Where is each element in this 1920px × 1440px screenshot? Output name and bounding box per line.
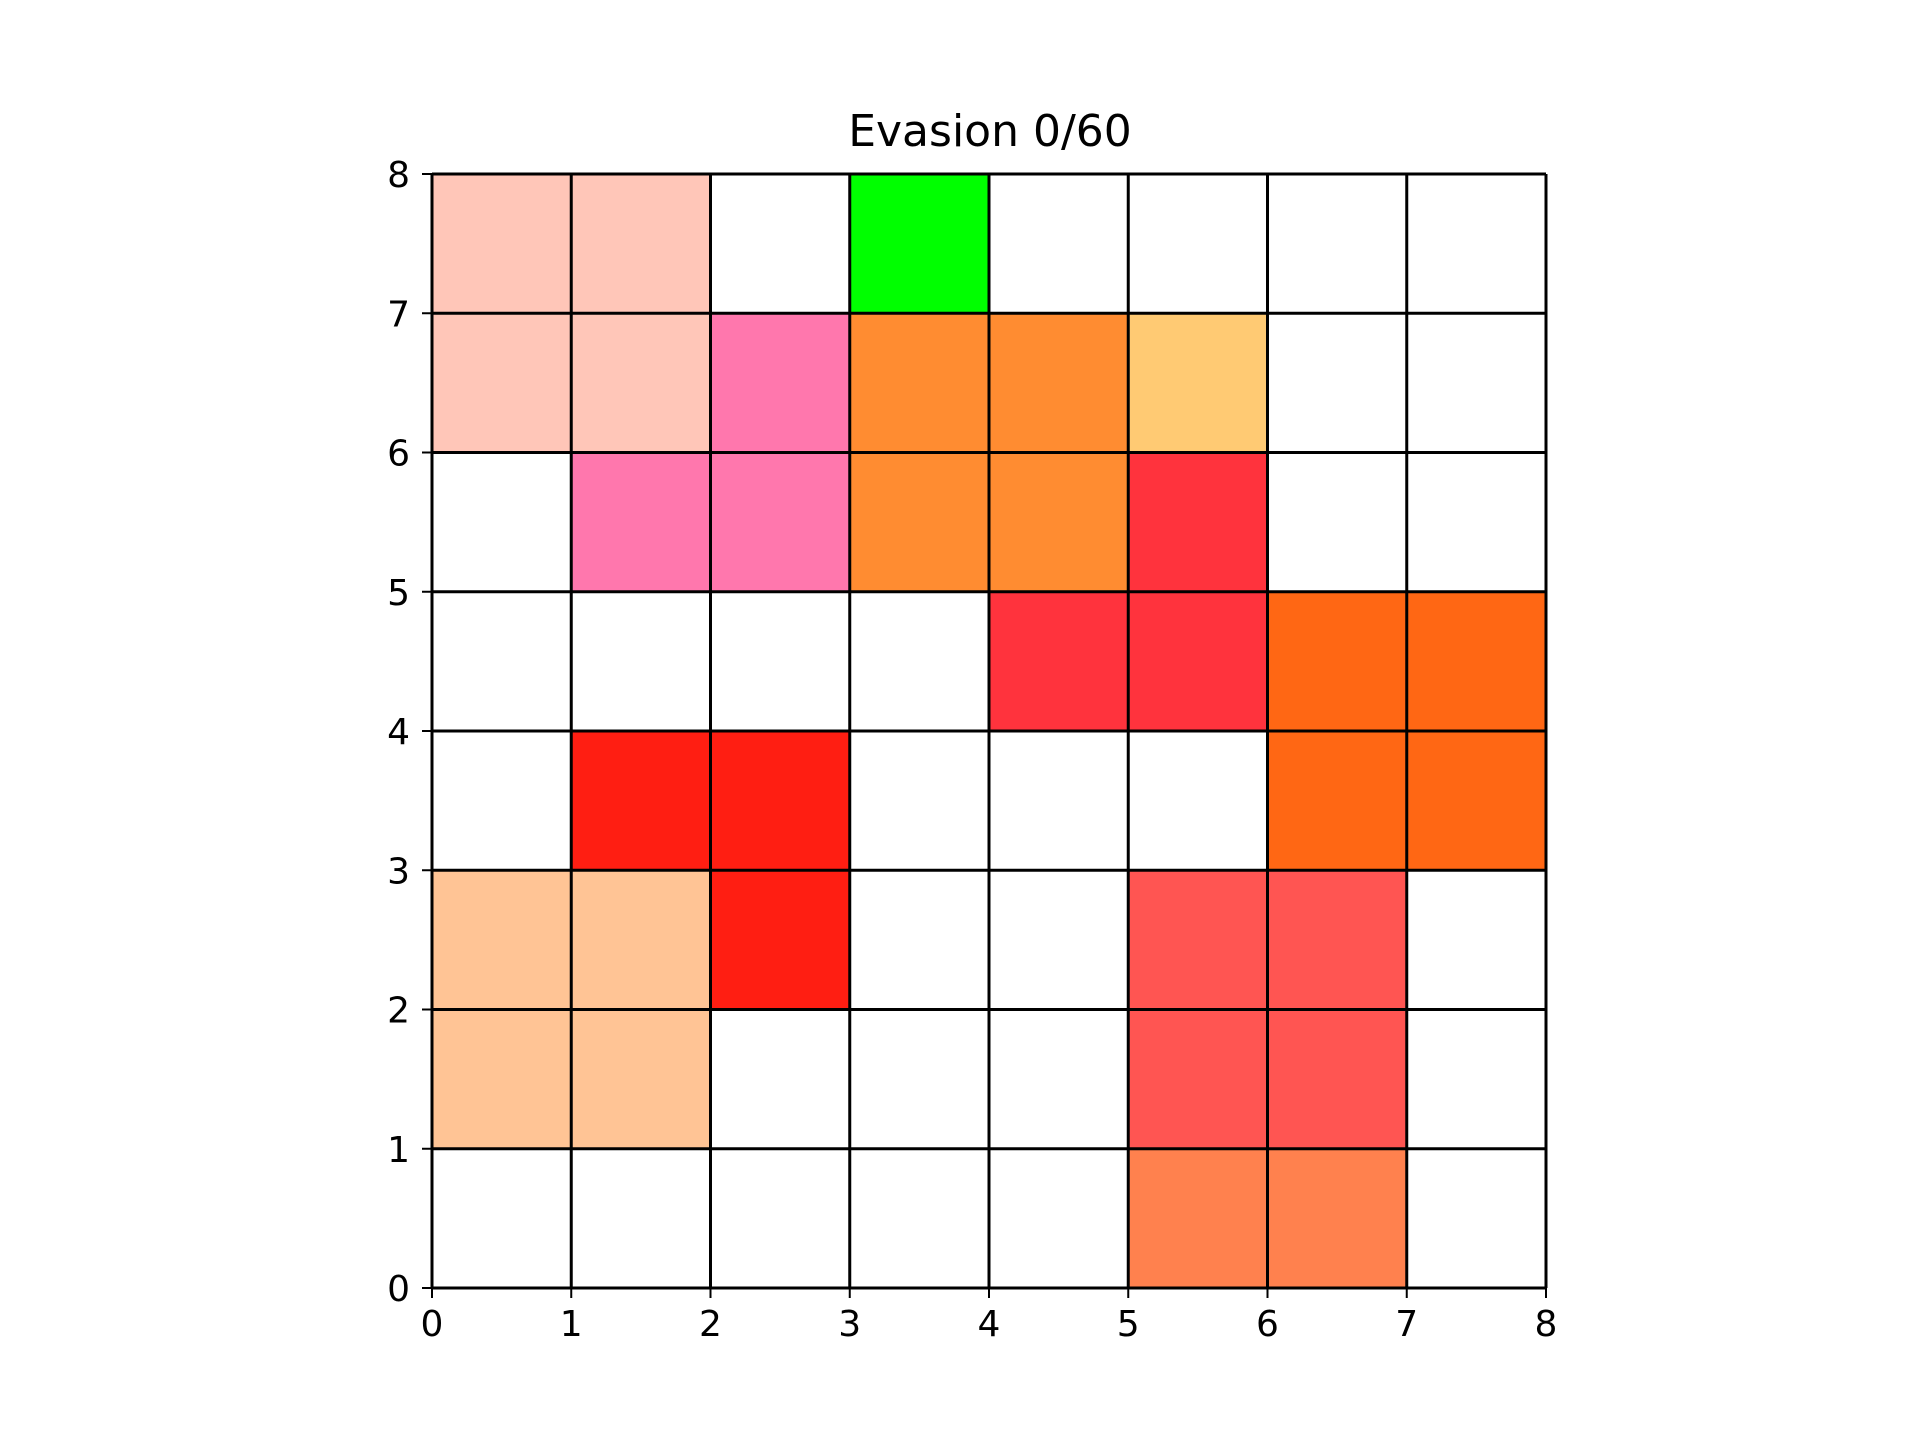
y-tick-label: 0 [387, 1269, 410, 1310]
cell-pink-block [710, 313, 850, 453]
y-tick-label: 6 [387, 434, 410, 475]
cell-crimson-block [1128, 591, 1268, 731]
cell-apricot-block [571, 870, 711, 1010]
cell-peach-block [432, 313, 572, 453]
cell-pink-block [710, 452, 850, 592]
cell-red-block [710, 870, 850, 1010]
y-tick-label: 3 [387, 851, 410, 892]
cell-salmon-block [1267, 870, 1407, 1010]
cell-peach-block [432, 174, 572, 314]
cell-dark-orange-block [1406, 731, 1546, 871]
cell-dark-orange-block [1267, 731, 1407, 871]
cell-pink-block [571, 452, 711, 592]
cell-apricot-block [571, 1009, 711, 1149]
cell-dark-orange-block [1406, 591, 1546, 731]
player-cell [849, 174, 989, 314]
cell-red-block [710, 731, 850, 871]
x-tick-label: 1 [560, 1304, 583, 1345]
grid-lines [430, 172, 1548, 1290]
cell-apricot-block [432, 870, 572, 1010]
cell-coral-block [1128, 1148, 1268, 1288]
y-tick-label: 1 [387, 1130, 410, 1171]
cell-salmon-block [1128, 870, 1268, 1010]
cell-dark-orange-block [1267, 591, 1407, 731]
x-tick-label: 6 [1256, 1304, 1279, 1345]
cell-crimson-block [989, 591, 1129, 731]
x-tick-label: 5 [1117, 1304, 1140, 1345]
cell-orange-block [849, 452, 989, 592]
y-tick-label: 2 [387, 991, 410, 1032]
x-tick-label: 8 [1535, 1304, 1558, 1345]
cell-orange-block [849, 313, 989, 453]
cell-crimson-block [1128, 452, 1268, 592]
cell-apricot-block [432, 1009, 572, 1149]
x-tick-label: 7 [1395, 1304, 1418, 1345]
cell-salmon-block [1128, 1009, 1268, 1149]
game-title: Evasion 0/60 [848, 106, 1132, 157]
cell-salmon-block [1267, 1009, 1407, 1149]
x-tick-label: 4 [978, 1304, 1001, 1345]
cell-orange-block [989, 313, 1129, 453]
y-tick-label: 5 [387, 573, 410, 614]
cell-coral-block [1267, 1148, 1407, 1288]
cells-layer [432, 174, 1546, 1288]
cell-peach-block [571, 174, 711, 314]
cell-light-orange-block [1128, 313, 1268, 453]
cell-orange-block [989, 452, 1129, 592]
cell-peach-block [571, 313, 711, 453]
cell-red-block [571, 731, 711, 871]
x-tick-label: 0 [421, 1304, 444, 1345]
y-tick-label: 4 [387, 712, 410, 753]
y-tick-label: 8 [387, 155, 410, 196]
axis-ticks: 0 1 2 3 4 5 6 7 8 0 1 2 3 4 5 6 7 8 [387, 155, 1557, 1345]
x-tick-label: 2 [699, 1304, 722, 1345]
y-tick-label: 7 [387, 294, 410, 335]
x-tick-label: 3 [838, 1304, 861, 1345]
